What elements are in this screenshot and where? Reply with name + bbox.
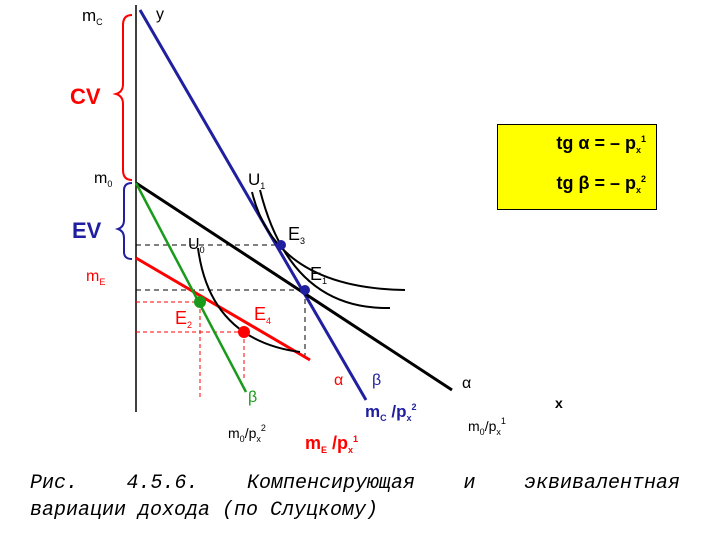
m0-label: m0 bbox=[94, 170, 113, 189]
legend-tg-alpha: tg α = – px1 bbox=[556, 133, 646, 155]
caption-word: Компенсирующая bbox=[246, 472, 415, 495]
curve-u1-upper bbox=[251, 191, 406, 291]
cv-label: CV bbox=[70, 84, 101, 109]
u1-sub: 1 bbox=[260, 181, 266, 191]
u0-letter: U bbox=[188, 236, 200, 253]
m0-px2-tail: /p bbox=[244, 425, 257, 441]
caption-line1: Рис. 4.5.6. Компенсирующая и эквивалентн… bbox=[30, 470, 680, 497]
me-px1-label: mE /px1 bbox=[305, 433, 359, 455]
cv-brace bbox=[112, 14, 133, 181]
budget-line-green bbox=[134, 182, 248, 393]
m0-px1-tail: /p bbox=[484, 418, 497, 434]
point-e2 bbox=[194, 296, 206, 308]
u0-sub: 0 bbox=[199, 245, 205, 255]
caption-word: эквивалентная bbox=[523, 472, 680, 495]
m-c-axis-label: mC bbox=[82, 6, 103, 27]
mc-px2-tail: /p bbox=[386, 402, 407, 421]
figure-caption: Рис. 4.5.6. Компенсирующая и эквивалентн… bbox=[30, 470, 680, 524]
e1-sub: 1 bbox=[322, 276, 328, 286]
legend-line1-sub: x bbox=[635, 145, 641, 155]
e1-letter: E bbox=[310, 264, 323, 284]
e3-letter: E bbox=[288, 224, 301, 244]
e3-sub: 3 bbox=[300, 236, 306, 246]
legend-line2-sub: x bbox=[635, 185, 641, 195]
me-sub: E bbox=[99, 277, 106, 287]
mc-px2-sub: C bbox=[380, 413, 387, 423]
e4-label: E4 bbox=[254, 304, 272, 326]
me-label: mE bbox=[86, 268, 106, 287]
m0-px1-sub: 0 bbox=[479, 427, 485, 437]
legend-tg-beta: tg β = – px2 bbox=[556, 173, 646, 195]
me-px1-tsub: x bbox=[348, 445, 354, 455]
y-axis-label: y bbox=[156, 6, 164, 23]
budget-line-blue bbox=[138, 9, 368, 401]
alpha-label-red: α bbox=[334, 372, 344, 389]
caption-word: 4.5.6. bbox=[126, 472, 199, 495]
beta-label-green: β bbox=[248, 389, 258, 406]
curve-u1-lower bbox=[259, 189, 391, 310]
point-e4 bbox=[238, 326, 250, 338]
u0-label: U0 bbox=[188, 236, 205, 255]
e2-sub: 2 bbox=[187, 320, 193, 330]
indifference-curves bbox=[197, 189, 406, 353]
legend-line1-text: tg α = – p bbox=[556, 133, 636, 153]
m0-px2-letter: m bbox=[228, 425, 240, 441]
alpha-label-black: α bbox=[462, 375, 472, 392]
point-e3 bbox=[276, 240, 286, 250]
e1-label: E1 bbox=[310, 264, 328, 286]
m-c-sub: C bbox=[96, 17, 103, 27]
u1-label: U1 bbox=[248, 170, 266, 191]
mc-px2-tsup: 2 bbox=[411, 402, 417, 412]
mc-px2-label: mC /px2 bbox=[365, 402, 417, 423]
mc-px2-letter: m bbox=[365, 402, 381, 421]
legend-line2-sup: 2 bbox=[640, 174, 646, 184]
ev-label: EV bbox=[72, 218, 102, 243]
caption-word: и bbox=[463, 472, 476, 495]
m0-px2-sub: 0 bbox=[239, 434, 245, 444]
beta-label-blue: β bbox=[372, 372, 382, 389]
point-e1 bbox=[300, 285, 310, 295]
mc-px2-tsub: x bbox=[406, 413, 412, 423]
budget-line-black bbox=[135, 181, 453, 392]
m-c-letter: m bbox=[82, 6, 97, 25]
red-dashed-guides bbox=[136, 301, 245, 400]
me-px1-letter: m bbox=[305, 433, 322, 453]
m0-px2-label: m0/px2 bbox=[228, 423, 266, 444]
ev-brace bbox=[114, 182, 133, 260]
m0-letter: m bbox=[94, 170, 108, 187]
curve-u0 bbox=[197, 247, 301, 353]
m0-px1-label: m0/px1 bbox=[468, 416, 506, 437]
legend-line2-text: tg β = – p bbox=[556, 173, 636, 193]
m0-px1-tsup: 1 bbox=[500, 416, 506, 426]
dashed-guides bbox=[136, 244, 306, 362]
e2-label: E2 bbox=[175, 308, 193, 330]
caption-word: Рис. bbox=[30, 472, 79, 495]
m0-px2-tsup: 2 bbox=[260, 423, 266, 433]
caption-line2: вариации дохода (по Слуцкому) bbox=[30, 499, 379, 522]
e2-letter: E bbox=[175, 308, 188, 328]
me-px1-tsup: 1 bbox=[353, 434, 359, 444]
e4-letter: E bbox=[254, 304, 267, 324]
m0-px1-tsub: x bbox=[496, 427, 501, 437]
budget-line-red bbox=[135, 256, 311, 362]
me-letter: m bbox=[86, 268, 100, 285]
m0-sub: 0 bbox=[107, 179, 113, 189]
e3-label: E3 bbox=[288, 224, 306, 246]
legend-box: tg α = – px1 tg β = – px2 bbox=[497, 124, 657, 210]
legend-line1-sup: 1 bbox=[640, 134, 646, 144]
m0-px1-letter: m bbox=[468, 418, 480, 434]
x-axis-label: x bbox=[555, 395, 563, 411]
m0-px2-tsub: x bbox=[256, 434, 261, 444]
e4-sub: 4 bbox=[266, 316, 272, 326]
me-px1-sub: E bbox=[321, 445, 328, 455]
me-px1-tail: /p bbox=[327, 433, 349, 453]
u1-letter: U bbox=[248, 170, 261, 189]
